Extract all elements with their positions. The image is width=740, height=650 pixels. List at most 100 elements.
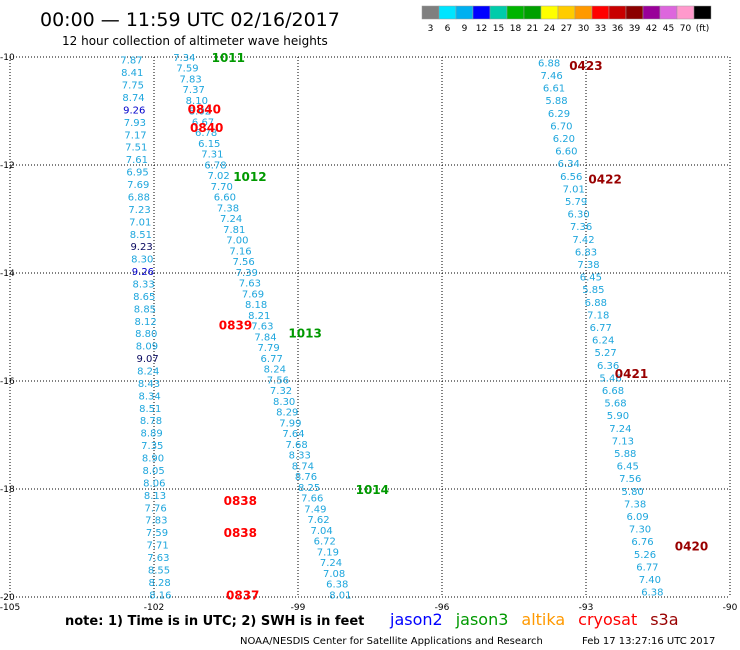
- wave-height-value: 7.56: [267, 375, 289, 386]
- scale-swatch: [523, 5, 542, 20]
- wave-height-value: 7.87: [120, 56, 142, 67]
- scale-swatch: [676, 5, 695, 20]
- y-tick-label: -16: [0, 377, 15, 387]
- wave-height-value: 7.63: [251, 322, 273, 333]
- wave-height-value: 7.01: [129, 217, 151, 228]
- wave-height-value: 8.55: [148, 565, 170, 576]
- y-tick-label: -14: [0, 269, 15, 279]
- wave-height-value: 6.67: [192, 117, 214, 128]
- wave-height-value: 7.49: [304, 504, 326, 515]
- wave-height-value: 6.29: [548, 109, 570, 120]
- wave-height-value: 7.93: [124, 118, 146, 129]
- wave-height-value: 7.62: [307, 515, 329, 526]
- scale-swatch: [642, 5, 661, 20]
- wave-height-value: 7.63: [239, 279, 261, 290]
- wave-height-value: 5.88: [614, 449, 636, 460]
- wave-height-value: 7.79: [257, 343, 279, 354]
- wave-height-value: 8.16: [149, 590, 171, 601]
- scale-label: 24: [544, 24, 556, 34]
- wave-height-value: 7.02: [208, 171, 230, 182]
- scale-label: 15: [493, 24, 504, 34]
- pass-time-label: 0837: [226, 588, 259, 602]
- scale-swatch: [557, 5, 576, 20]
- scale-label: 21: [527, 24, 538, 34]
- wave-height-value: 7.24: [320, 558, 342, 569]
- wave-height-value: 6.20: [553, 134, 575, 145]
- wave-height-value: 7.71: [147, 541, 169, 552]
- wave-height-value: 7.99: [279, 418, 301, 429]
- wave-height-value: 7.46: [540, 71, 562, 82]
- wave-height-value: 8.74: [122, 93, 144, 104]
- wave-height-value: 6.45: [580, 273, 602, 284]
- wave-height-value: 8.30: [131, 255, 153, 266]
- wave-height-value: 7.16: [229, 246, 251, 257]
- x-tick-label: -99: [291, 603, 306, 613]
- wave-height-value: 8.33: [289, 451, 311, 462]
- axis-tick-labels: -105 -102 -99 -96 -93 -90 -10 -12 -14 -16 -18 -20: [0, 53, 738, 613]
- wave-height-value: 7.35: [141, 441, 163, 452]
- pass-time-label: 0839: [219, 318, 252, 332]
- wave-height-value: 7.69: [127, 180, 149, 191]
- wave-height-value: 8.51: [130, 230, 152, 241]
- pass-time-label: 0838: [224, 526, 257, 540]
- wave-height-value: 7.36: [570, 222, 592, 233]
- wave-height-value: 6.83: [575, 247, 597, 258]
- x-tick-label: -105: [0, 603, 20, 613]
- footer-note: note: 1) Time is in UTC; 2) SWH is in fe…: [65, 614, 364, 629]
- satellite-legend-altika: altika: [521, 610, 565, 629]
- wave-height-value: 8.74: [292, 461, 314, 472]
- pass-time-label: 0421: [615, 367, 648, 381]
- pass-time-label: 1012: [233, 170, 266, 184]
- color-scale-legend: 3 6 9 12 15 18 21 24 27 30 33 36 39 42 45 70 (ft): [421, 5, 712, 34]
- wave-height-value: 7.17: [124, 130, 146, 141]
- plot-grid: [9, 56, 731, 598]
- satellite-legend-jason2: jason2: [389, 610, 443, 629]
- scale-swatch: [574, 5, 593, 20]
- wave-height-value: 8.41: [121, 68, 143, 79]
- wave-height-value: 7.59: [176, 64, 198, 75]
- wave-height-value: 8.33: [132, 279, 154, 290]
- wave-height-value: 8.10: [186, 96, 208, 107]
- wave-height-value: 8.30: [273, 397, 295, 408]
- x-tick-label: -102: [144, 603, 164, 613]
- wave-height-value: 6.88: [538, 58, 560, 69]
- wave-height-value: 5.68: [604, 399, 626, 410]
- wave-height-value: 8.43: [138, 379, 160, 390]
- wave-height-value: 7.69: [242, 289, 264, 300]
- pass-time-label: 1013: [288, 326, 321, 340]
- wave-height-value: 5.79: [565, 197, 587, 208]
- scale-label: 3: [428, 24, 434, 34]
- scale-label: 30: [578, 24, 590, 34]
- wave-height-value: 8.85: [134, 304, 156, 315]
- scale-swatch: [591, 5, 610, 20]
- wave-height-value: 8.80: [135, 329, 157, 340]
- wave-height-value: 6.30: [567, 210, 589, 221]
- x-tick-label: -96: [435, 603, 450, 613]
- wave-height-value: 7.24: [609, 424, 631, 435]
- wave-height-value: 7.13: [612, 436, 634, 447]
- scale-swatch: [421, 5, 440, 20]
- wave-height-value: 8.78: [140, 416, 162, 427]
- wave-height-value: 5.27: [595, 348, 617, 359]
- scale-swatch: [693, 5, 712, 20]
- wave-height-value: 5.46: [599, 373, 621, 384]
- scale-label: 12: [476, 24, 487, 34]
- wave-height-value: 7.66: [301, 494, 323, 505]
- wave-height-value: 7.19: [317, 547, 339, 558]
- wave-height-value: 8.34: [138, 391, 160, 402]
- x-tick-label: -93: [579, 603, 594, 613]
- pass-time-label: 0422: [588, 173, 621, 187]
- wave-height-value: 7.32: [270, 386, 292, 397]
- scale-label: 45: [663, 24, 674, 34]
- wave-height-value: 8.06: [143, 478, 165, 489]
- scale-swatch: [472, 5, 491, 20]
- scale-swatch: [506, 5, 525, 20]
- satellite-legend-cryosat: cryosat: [578, 610, 637, 629]
- wave-height-value: 6.36: [597, 361, 619, 372]
- scale-swatch: [659, 5, 678, 20]
- wave-height-value: 7.51: [125, 143, 147, 154]
- wave-height-value: 8.29: [276, 408, 298, 419]
- wave-height-value: 5.85: [582, 285, 604, 296]
- wave-height-value: 8.76: [295, 472, 317, 483]
- wave-height-value: 6.60: [214, 193, 236, 204]
